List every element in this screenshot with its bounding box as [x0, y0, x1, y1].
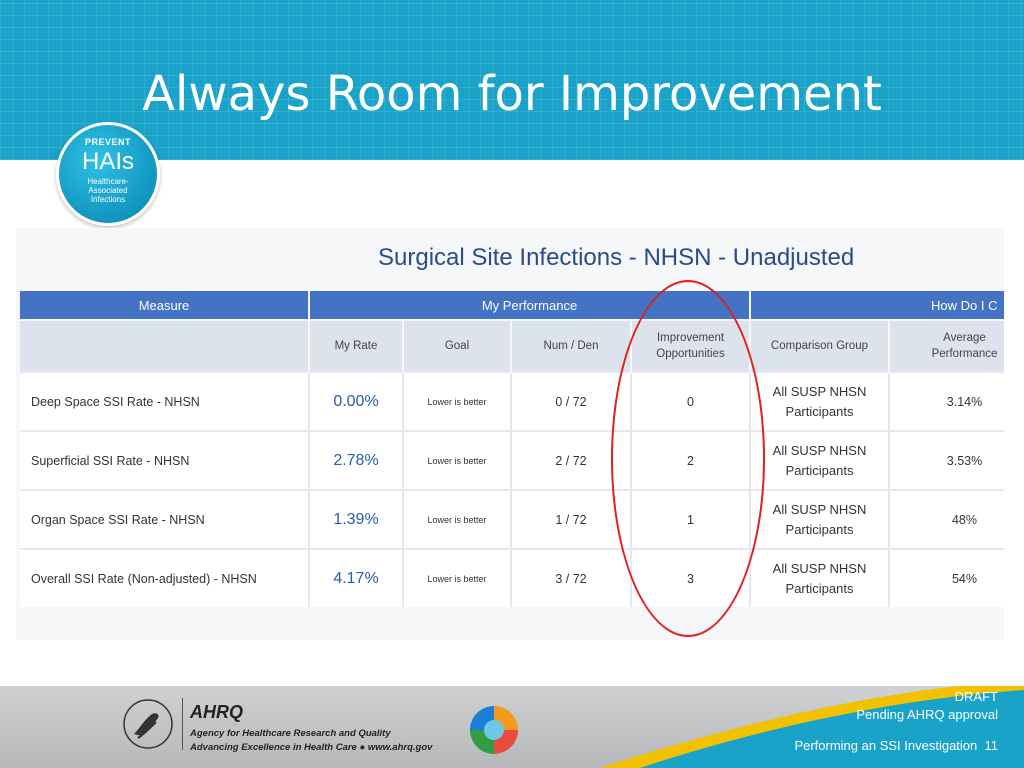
measure-group-header: Measure [20, 291, 310, 320]
compare-group-header: How Do I C [750, 291, 1004, 320]
draft-notice: DRAFT Pending AHRQ approval [856, 688, 998, 724]
blank-header [20, 319, 310, 372]
comparison-line: All SUSP NHSN [772, 383, 867, 399]
my-rate-header: My Rate [309, 319, 404, 372]
average-cell: 3.14% [889, 371, 1004, 431]
num-den-header: Num / Den [511, 319, 632, 372]
comparison-line: All SUSP NHSN [772, 560, 867, 576]
header-band: Always Room for Improvement [0, 0, 1024, 160]
badge-sub-line: Healthcare- [87, 177, 129, 186]
measure-cell: Overall SSI Rate (Non-adjusted) - NHSN [20, 548, 310, 607]
table-row: Deep Space SSI Rate - NHSN 0.00% Lower i… [20, 371, 1004, 431]
goal-header: Goal [403, 319, 512, 372]
badge-subtitle: Healthcare- Associated Infections [59, 177, 157, 204]
ahrq-tagline: Advancing Excellence in Health Care ● ww… [190, 742, 433, 753]
comparison-cell: All SUSP NHSN Participants [750, 548, 890, 607]
table-row: Superficial SSI Rate - NHSN 2.78% Lower … [20, 430, 1004, 490]
prevent-hais-badge: PREVENT HAIs Healthcare- Associated Infe… [56, 122, 160, 226]
presentation-title: Performing an SSI Investigation [794, 738, 978, 753]
slide-title: Always Room for Improvement [142, 66, 882, 122]
average-cell: 3.53% [889, 430, 1004, 490]
rate-cell: 1.39% [309, 489, 404, 549]
rate-cell: 0.00% [309, 371, 404, 431]
report-table: Measure My Performance How Do I C My Rat… [20, 291, 1004, 607]
page-number: 11 [984, 738, 999, 753]
report-screenshot: Surgical Site Infections - NHSN - Unadju… [16, 228, 1004, 640]
group-header-row: Measure My Performance How Do I C [20, 291, 1004, 320]
comparison-line: Participants [785, 580, 854, 596]
header-line: Performance [931, 348, 998, 360]
goal-cell: Lower is better [403, 371, 512, 431]
comparison-cell: All SUSP NHSN Participants [750, 371, 890, 431]
goal-cell: Lower is better [403, 489, 512, 549]
measure-cell: Superficial SSI Rate - NHSN [20, 430, 310, 490]
comparison-header: Comparison Group [750, 319, 890, 372]
goal-cell: Lower is better [403, 430, 512, 490]
table-row: Organ Space SSI Rate - NHSN 1.39% Lower … [20, 489, 1004, 549]
average-header: Average Performance [889, 319, 1004, 372]
rate-cell: 2.78% [309, 430, 404, 490]
num-den-cell: 1 / 72 [511, 489, 632, 549]
ahrq-logo: AHRQ [190, 702, 243, 722]
cusp-puzzle-logo-icon [470, 706, 518, 754]
comparison-line: Participants [785, 403, 854, 419]
ahrq-name: Agency for Healthcare Research and Quali… [190, 728, 391, 739]
comparison-cell: All SUSP NHSN Participants [750, 489, 890, 549]
footer-divider [182, 698, 183, 750]
comparison-line: All SUSP NHSN [772, 501, 867, 517]
badge-top-text: PREVENT [84, 137, 131, 147]
measure-cell: Deep Space SSI Rate - NHSN [20, 371, 310, 431]
header-line: Average [943, 332, 986, 344]
comparison-cell: All SUSP NHSN Participants [750, 430, 890, 490]
measure-cell: Organ Space SSI Rate - NHSN [20, 489, 310, 549]
num-den-cell: 3 / 72 [511, 548, 632, 607]
rate-cell: 4.17% [309, 548, 404, 607]
average-cell: 54% [889, 548, 1004, 607]
badge-main-text: HAIs [81, 148, 134, 175]
comparison-line: Participants [785, 462, 854, 478]
draft-label: DRAFT [954, 689, 998, 704]
average-cell: 48% [889, 489, 1004, 549]
table-row: Overall SSI Rate (Non-adjusted) - NHSN 4… [20, 548, 1004, 607]
comparison-line: Participants [785, 521, 854, 537]
footer-swoosh [600, 686, 1024, 768]
goal-cell: Lower is better [403, 548, 512, 607]
badge-sub-line: Associated [88, 186, 128, 195]
comparison-line: All SUSP NHSN [772, 442, 867, 458]
footer-band: AHRQ Agency for Healthcare Research and … [0, 686, 1024, 768]
hhs-seal-icon [123, 699, 173, 749]
pending-label: Pending AHRQ approval [856, 707, 998, 722]
column-header-row: My Rate Goal Num / Den Improvement Opport… [20, 319, 1004, 372]
badge-sub-line: Infections [90, 195, 126, 204]
annotation-oval [611, 280, 765, 637]
footer-title: Performing an SSI Investigation 11 [794, 738, 998, 753]
report-title: Surgical Site Infections - NHSN - Unadju… [378, 244, 855, 271]
